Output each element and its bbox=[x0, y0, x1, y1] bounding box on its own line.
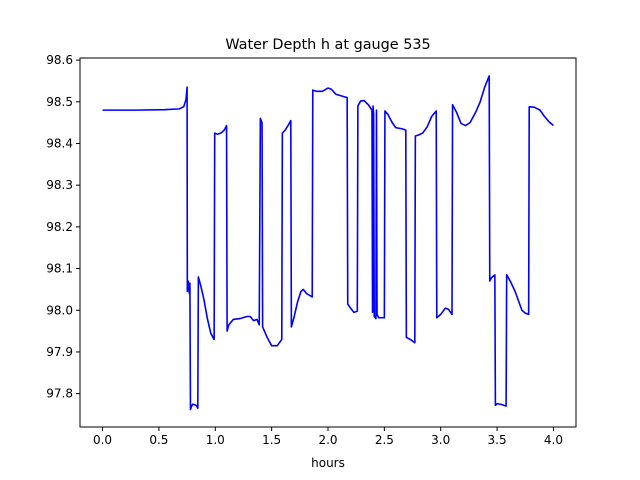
x-axis: 0.0 0.5 1.0 1.5 2.0 2.5 3.0 3.5 4.0 bbox=[93, 427, 563, 447]
y-tick-label: 98.3 bbox=[46, 178, 73, 192]
plot-area bbox=[80, 58, 576, 427]
y-tick-label: 98.0 bbox=[46, 303, 73, 317]
x-tick-label: 1.0 bbox=[206, 433, 225, 447]
y-tick-label: 98.6 bbox=[46, 53, 73, 67]
y-tick-label: 98.2 bbox=[46, 220, 73, 234]
x-tick-label: 3.5 bbox=[488, 433, 507, 447]
x-tick-label: 0.0 bbox=[93, 433, 112, 447]
chart-title: Water Depth h at gauge 535 bbox=[225, 37, 430, 53]
y-tick-label: 97.9 bbox=[46, 345, 73, 359]
y-tick-label: 98.1 bbox=[46, 262, 73, 276]
x-tick-label: 4.0 bbox=[544, 433, 563, 447]
x-axis-label: hours bbox=[311, 456, 345, 470]
x-tick-label: 1.5 bbox=[262, 433, 281, 447]
plot-frame bbox=[79, 57, 577, 428]
y-axis: 97.8 97.9 98.0 98.1 98.2 98.3 98.4 98.5 98.6 bbox=[46, 53, 80, 401]
x-tick-label: 0.5 bbox=[149, 433, 168, 447]
y-tick-label: 98.4 bbox=[46, 136, 73, 150]
x-tick-label: 3.0 bbox=[431, 433, 450, 447]
x-tick-label: 2.0 bbox=[318, 433, 337, 447]
series-line-1 bbox=[102, 75, 554, 411]
x-tick-label: 2.5 bbox=[375, 433, 394, 447]
y-tick-label: 97.8 bbox=[46, 387, 73, 401]
series-layer bbox=[102, 75, 554, 411]
y-tick-label: 98.5 bbox=[46, 95, 73, 109]
